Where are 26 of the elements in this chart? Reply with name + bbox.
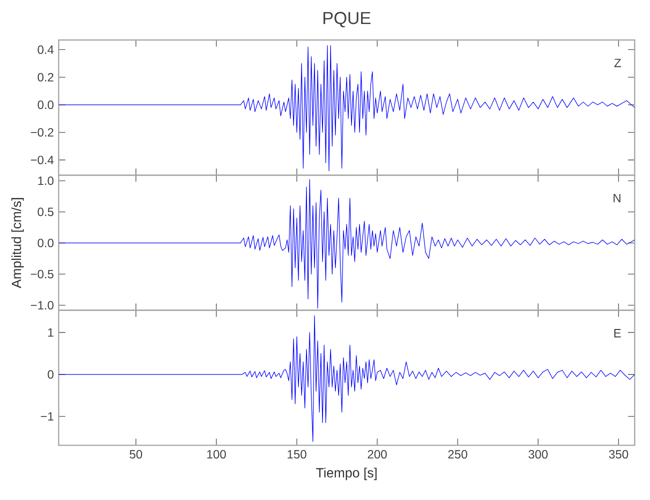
- y-tick-label: −0.5: [30, 270, 54, 278]
- y-tick-label: 0.0: [38, 238, 54, 248]
- x-tick-label: 350: [609, 450, 628, 459]
- y-tick-label: −1.0: [30, 300, 54, 310]
- annotation: E: [614, 329, 621, 338]
- x-tick-label: 300: [528, 450, 548, 459]
- y-tick-label: 0: [48, 370, 54, 379]
- y-tick-label: 0.5: [38, 208, 54, 216]
- x-tick-label: 200: [368, 450, 387, 459]
- y-tick-label: −0.2: [30, 128, 54, 137]
- annotation: N: [614, 194, 620, 202]
- y-tick-label: 0.0: [38, 100, 54, 110]
- y-tick-label: 1: [48, 328, 54, 337]
- y-axis-title: Amplitud [cm/s]: [11, 198, 24, 288]
- x-tick-label: 150: [288, 450, 306, 459]
- x-axis-title: Tiempo [s]: [316, 468, 377, 480]
- y-tick-label: −0.4: [30, 156, 54, 164]
- annotation: Z: [614, 58, 621, 68]
- y-tick-label: 0.4: [38, 45, 54, 54]
- y-tick-label: 0.2: [38, 72, 54, 82]
- y-tick-label: −1: [40, 412, 54, 421]
- x-tick-label: 50: [130, 450, 142, 459]
- x-tick-label: 250: [448, 450, 468, 459]
- x-tick-label: 100: [207, 450, 226, 459]
- y-tick-label: 1.0: [38, 176, 54, 185]
- chart-title: PQUE: [324, 12, 370, 28]
